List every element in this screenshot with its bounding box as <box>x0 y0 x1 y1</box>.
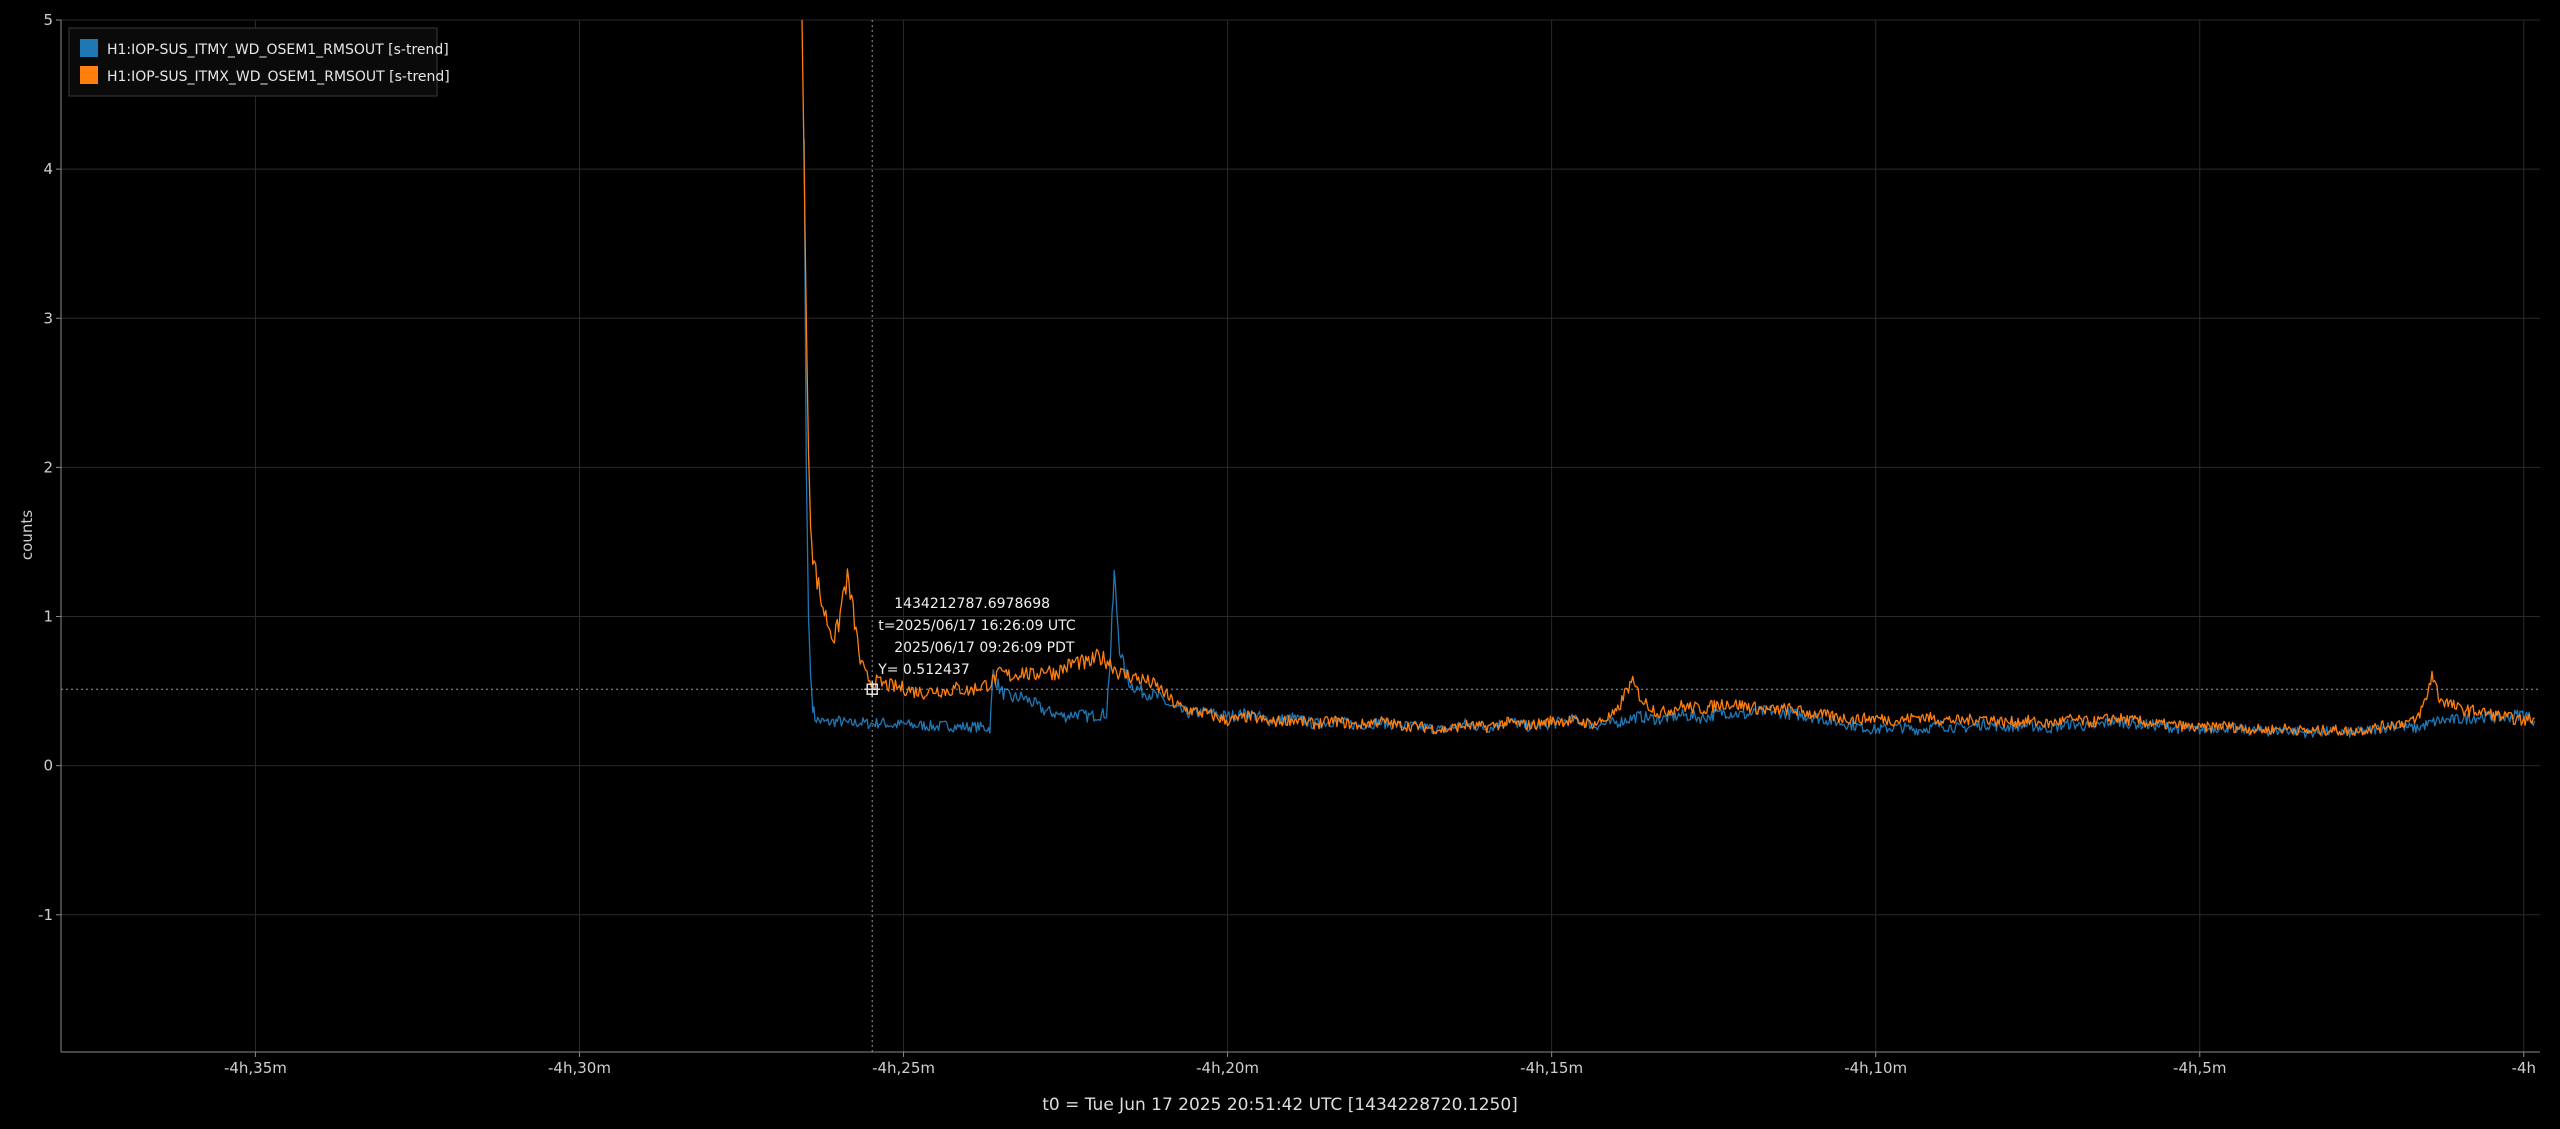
y-tick-label: 1 <box>43 608 53 626</box>
y-tick-label: 4 <box>43 160 53 178</box>
crosshair-cursor: 1434212787.6978698 t=2025/06/17 16:26:09 … <box>61 20 2540 1052</box>
crosshair-marker-icon <box>864 681 881 698</box>
cursor-readout-line: 1434212787.6978698 <box>894 596 1050 612</box>
x-tick-label: -4h,20m <box>1196 1059 1259 1077</box>
x-tick-label: -4h,5m <box>2173 1059 2226 1077</box>
y-axis-ticks: -1 0 1 2 3 4 5 <box>38 11 61 924</box>
y-tick-label: 5 <box>43 11 53 29</box>
x-tick-label: -4h,35m <box>224 1059 287 1077</box>
legend-box <box>68 27 438 97</box>
t0-label: t0 = Tue Jun 17 2025 20:51:42 UTC [14342… <box>1042 1095 1518 1115</box>
cursor-readout-line: t=2025/06/17 16:26:09 UTC <box>878 618 1076 634</box>
series-line <box>803 139 2536 739</box>
legend-entry: H1:IOP-SUS_ITMY_WD_OSEM1_RMSOUT [s-trend… <box>107 42 449 58</box>
x-tick-label: -4h,30m <box>548 1059 611 1077</box>
series-layer <box>801 19 2536 739</box>
x-tick-label: -4h <box>2512 1059 2536 1077</box>
legend[interactable]: H1:IOP-SUS_ITMY_WD_OSEM1_RMSOUT [s-trend… <box>68 27 450 97</box>
axes <box>60 20 2540 1053</box>
legend-swatch <box>80 66 98 84</box>
x-tick-label: -4h,10m <box>1844 1059 1907 1077</box>
x-axis-ticks: -4h,35m -4h,30m -4h,25m -4h,20m -4h,15m -4h,1… <box>224 1052 2536 1077</box>
series-line <box>801 19 2535 737</box>
grid <box>61 19 2540 1052</box>
legend-swatch <box>80 39 98 57</box>
x-tick-label: -4h,15m <box>1520 1059 1583 1077</box>
y-tick-label: -1 <box>38 906 53 924</box>
cursor-readout-line: Y= 0.512437 <box>877 662 970 678</box>
legend-entry: H1:IOP-SUS_ITMX_WD_OSEM1_RMSOUT [s-trend… <box>107 69 450 85</box>
cursor-readout-line: 2025/06/17 09:26:09 PDT <box>894 640 1075 656</box>
y-axis-title: counts <box>18 510 36 560</box>
y-tick-label: 3 <box>43 309 53 327</box>
y-tick-label: 2 <box>43 458 53 476</box>
y-tick-label: 0 <box>43 757 53 775</box>
x-tick-label: -4h,25m <box>872 1059 935 1077</box>
